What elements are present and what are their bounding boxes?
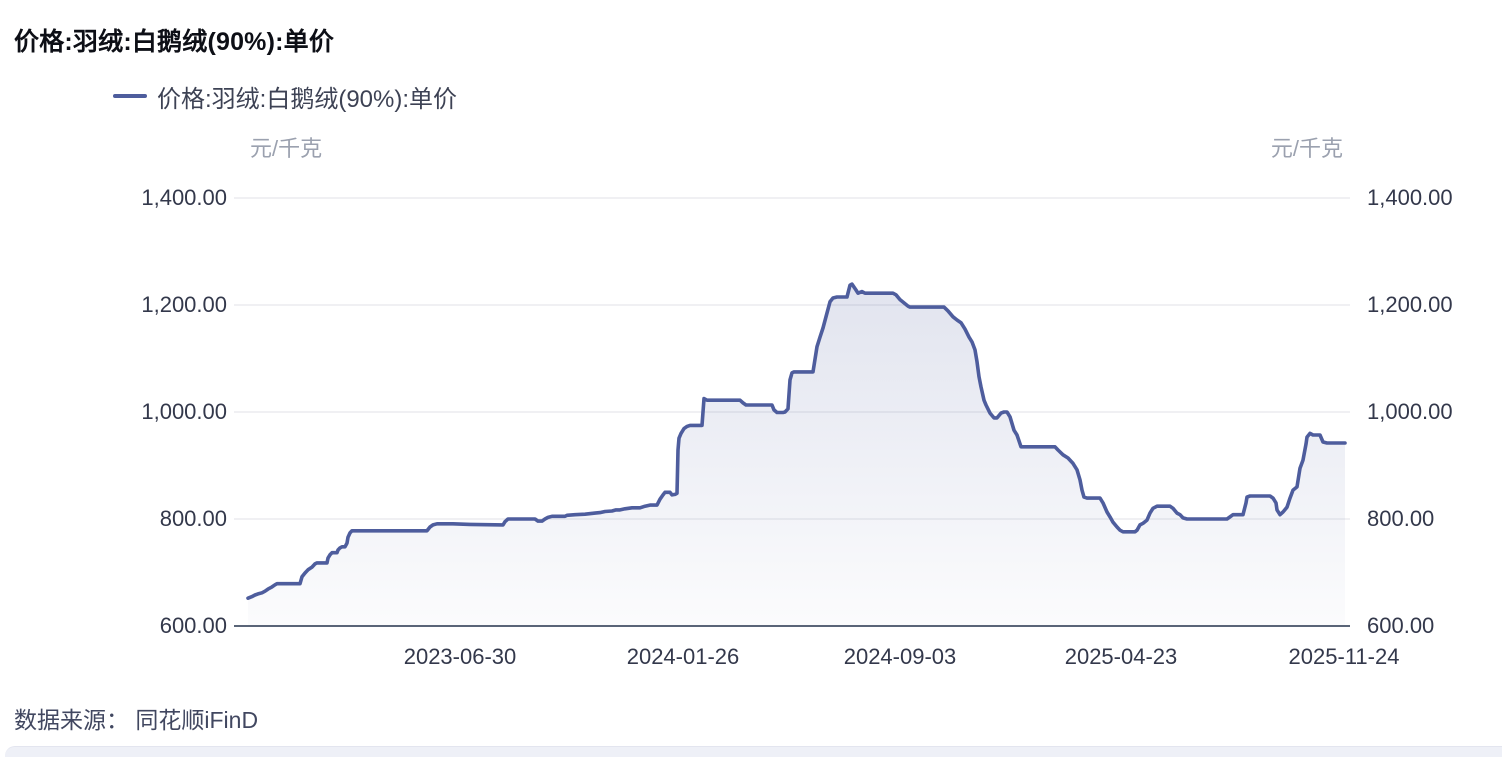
y-axis-unit-left: 元/千克 xyxy=(250,136,323,161)
y-tick-right-600: 600.00 xyxy=(1367,613,1435,638)
x-tick-2025-04-23: 2025-04-23 xyxy=(1064,644,1178,669)
page-title: 价格:羽绒:白鹅绒(90%):单价 xyxy=(14,28,335,56)
y-tick-right-1200: 1,200.00 xyxy=(1367,292,1453,317)
y-tick-left-800: 800.00 xyxy=(159,506,227,531)
data-source-note: 数据来源： 同花顺iFinD xyxy=(14,707,259,733)
y-tick-left-1000: 1,000.00 xyxy=(141,399,227,424)
x-tick-2024-01-26: 2024-01-26 xyxy=(626,644,740,669)
y-tick-left-1200: 1,200.00 xyxy=(141,292,227,317)
price-line xyxy=(246,282,1347,600)
y-tick-right-1400: 1,400.00 xyxy=(1367,185,1453,210)
x-tick-2023-06-30: 2023-06-30 xyxy=(403,644,517,669)
y-tick-left-1400: 1,400.00 xyxy=(141,185,227,210)
y-tick-right-800: 800.00 xyxy=(1367,506,1435,531)
legend-line-marker-icon xyxy=(113,94,147,98)
y-axis-unit-right: 元/千克 xyxy=(1270,136,1343,161)
x-tick-2025-11-24: 2025-11-24 xyxy=(1288,644,1400,669)
y-tick-right-1000: 1,000.00 xyxy=(1367,399,1453,424)
legend: 价格:羽绒:白鹅绒(90%):单价 xyxy=(113,82,457,113)
x-tick-2024-09-03: 2024-09-03 xyxy=(843,644,957,669)
legend-label: 价格:羽绒:白鹅绒(90%):单价 xyxy=(157,85,458,113)
y-tick-left-600: 600.00 xyxy=(159,613,227,638)
price-area xyxy=(248,284,1345,626)
